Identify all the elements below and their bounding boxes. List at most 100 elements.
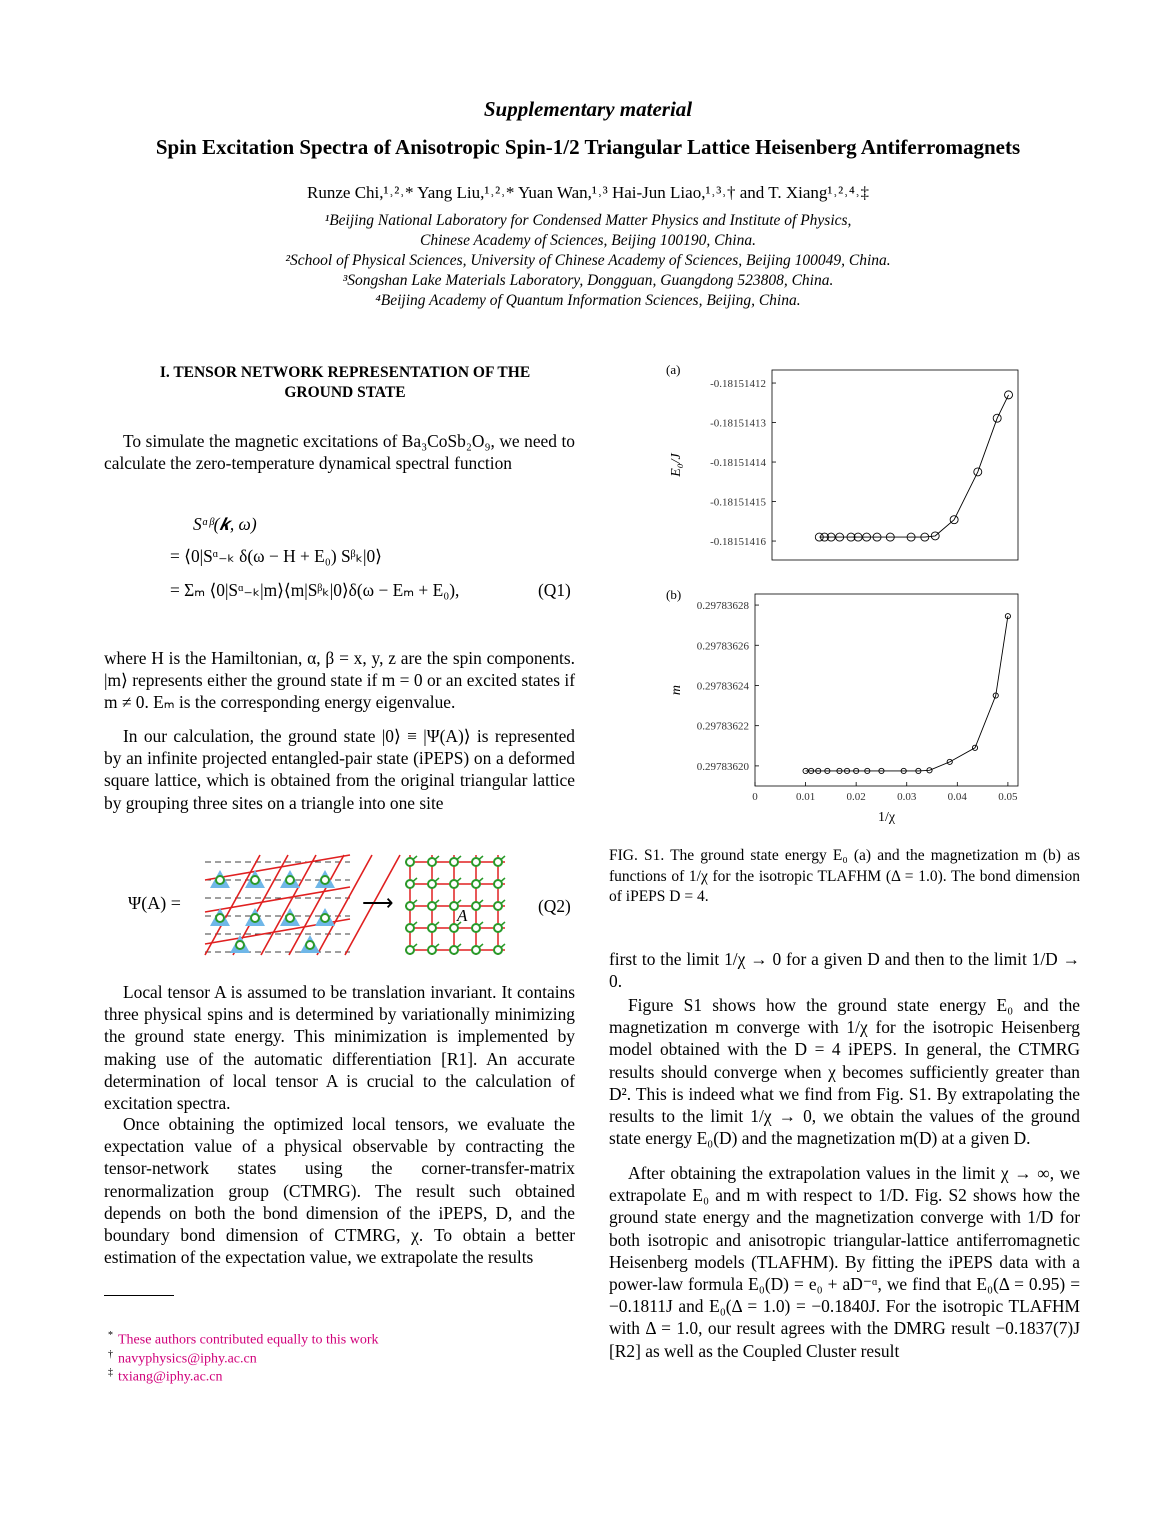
footnote-mark: † (108, 1349, 113, 1360)
footnote: ‡ txiang@iphy.ac.cn (108, 1367, 223, 1386)
site (215, 875, 225, 885)
tensor (493, 879, 503, 889)
equation-label: (Q2) (538, 896, 571, 916)
footnote-text: txiang@iphy.ac.cn (118, 1369, 223, 1385)
data-point (824, 767, 831, 774)
red-bond (260, 854, 317, 956)
y-tick-label: -0.18151413 (710, 418, 766, 430)
paragraph: where H is the Hamiltonian, α, β = x, y,… (104, 648, 575, 713)
tensor (427, 923, 437, 933)
data-point (878, 767, 885, 774)
tensor (449, 923, 459, 933)
x-tick-label: 0.01 (796, 791, 815, 803)
data-line (819, 394, 1009, 538)
data-point (846, 532, 856, 542)
equation-line: = ⟨0|Sᵅ₋ₖ δ(ω − H + E₀) Sᵝₖ|0⟩ (170, 546, 382, 566)
kind: Supplementary material (483, 97, 693, 121)
x-tick-label: 0.03 (897, 791, 917, 803)
data-point (1004, 613, 1011, 620)
data-point (949, 515, 959, 525)
site (250, 875, 260, 885)
y-tick-label: 0.29783626 (697, 640, 750, 652)
paragraph: To simulate the magnetic excitations of … (104, 431, 575, 474)
data-point (862, 532, 872, 542)
tensor (493, 923, 503, 933)
title: Spin Excitation Spectra of Anisotropic S… (155, 135, 1021, 159)
data-point (920, 532, 930, 542)
y-axis-label: m (669, 685, 684, 695)
data-point (808, 767, 815, 774)
paragraph: After obtaining the extrapolation values… (609, 1163, 1080, 1361)
data-point (872, 532, 882, 542)
y-tick-label: 0.29783624 (697, 680, 750, 692)
tensor (449, 945, 459, 955)
data-point (946, 758, 953, 765)
data-line (805, 616, 1009, 772)
equation-label: (Q1) (538, 580, 571, 600)
tensor (427, 857, 437, 867)
red-bond (316, 854, 373, 956)
data-point (992, 692, 999, 699)
tensor (471, 901, 481, 911)
footnote-text: These authors contributed equally to thi… (118, 1332, 379, 1348)
tensor (405, 901, 415, 911)
plot-frame (771, 369, 1019, 561)
y-tick-label: -0.18151414 (710, 457, 766, 469)
tensor (427, 945, 437, 955)
y-axis-label: E₀/J (669, 452, 684, 477)
lattice-diagram (204, 854, 506, 956)
data-point (885, 532, 895, 542)
data-point (1004, 390, 1013, 400)
tensor (471, 923, 481, 933)
panel-label: (b) (666, 587, 681, 602)
data-point (853, 767, 860, 774)
x-axis-label: 1/χ (878, 810, 896, 825)
data-point (826, 532, 836, 542)
tensor (471, 879, 481, 889)
equation-line: = Σₘ ⟨0|Sᵅ₋ₖ|m⟩⟨m|Sᵝₖ|0⟩δ(ω − Eₘ + E₀), (170, 580, 460, 600)
site (250, 913, 260, 923)
tensor (449, 879, 459, 889)
site (320, 875, 330, 885)
tensor (493, 901, 503, 911)
affiliation: ⁴Beijing Academy of Quantum Information … (375, 292, 801, 309)
paragraph: In our calculation, the ground state |0⟩… (104, 726, 575, 813)
y-tick-label: 0.29783628 (697, 600, 750, 612)
tensor (405, 879, 415, 889)
data-point (835, 532, 845, 542)
tensor (427, 901, 437, 911)
footnote-text: navyphysics@iphy.ac.cn (118, 1351, 257, 1367)
data-point (971, 744, 979, 751)
tensor (405, 923, 415, 933)
data-point (836, 767, 843, 774)
data-point (853, 532, 863, 542)
site (285, 913, 295, 923)
chart-panel: (a) E₀/J -0.18151416 -0.18151415 -0.18151414… (666, 362, 1019, 561)
affiliation: ³Songshan Lake Materials Laboratory, Don… (342, 272, 834, 289)
y-tick-label: -0.18151415 (710, 497, 766, 509)
x-tick-label: 0.05 (998, 791, 1018, 803)
tensor (427, 879, 437, 889)
red-bond (288, 854, 345, 956)
y-tick-label: -0.18151416 (710, 536, 766, 548)
data-point (864, 767, 871, 774)
panel-label: (a) (666, 362, 680, 377)
footnote: * These authors contributed equally to th… (108, 1330, 379, 1349)
data-point (973, 467, 983, 477)
footnote-mark: ‡ (108, 1367, 113, 1378)
y-tick-label: 0.29783622 (697, 721, 749, 733)
section-heading: I. TENSOR NETWORK REPRESENTATION OF THE … (159, 364, 531, 401)
y-tick-label: 0.29783620 (697, 761, 750, 773)
paragraph: Figure S1 shows how the ground state ene… (609, 995, 1080, 1149)
x-tick-label: 0.02 (847, 791, 866, 803)
tensor (493, 945, 503, 955)
figure-caption: FIG. S1. The ground state energy E₀ (a) … (609, 847, 1080, 905)
affiliation: Chinese Academy of Sciences, Beijing 100… (420, 232, 756, 249)
tensor (471, 857, 481, 867)
chart-panel: (b) m 1/χ 0.29783620 0.29783622 0.29783624 0.2… (666, 587, 1019, 825)
data-point (915, 767, 922, 774)
site (215, 913, 225, 923)
paragraph: first to the limit 1/χ → 0 for a given D… (609, 949, 1080, 992)
tensor (405, 857, 415, 867)
